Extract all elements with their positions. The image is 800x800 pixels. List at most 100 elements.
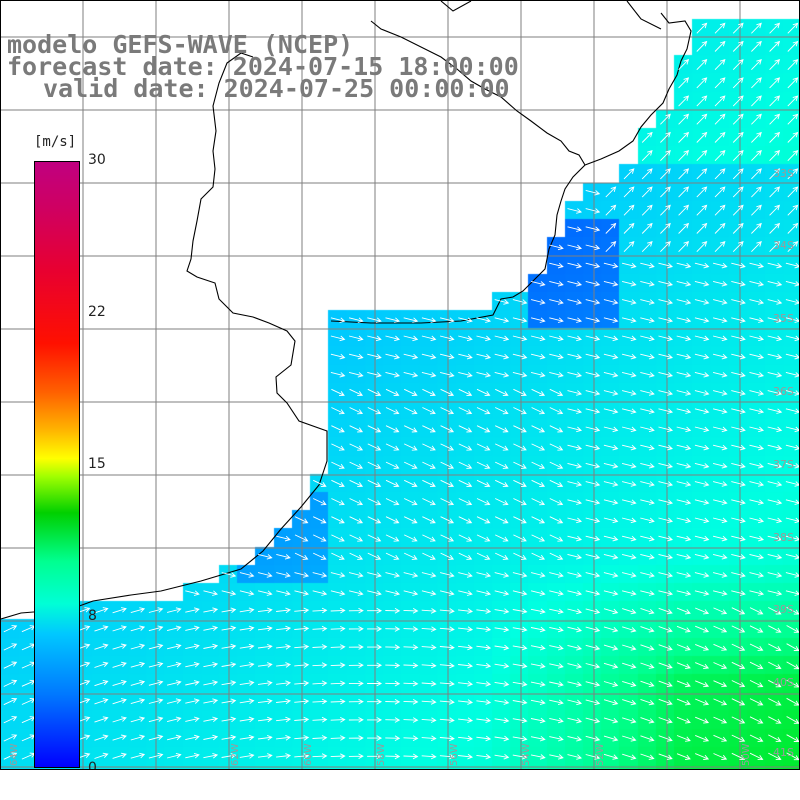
wind-arrow [549,479,564,488]
colorbar-tick-8: 8 [88,608,97,624]
wind-arrow [751,186,762,198]
wind-arrow [421,608,437,614]
wind-arrow [330,607,346,614]
wind-arrow [476,626,492,633]
wind-arrow [660,186,671,198]
wind-arrow [530,572,546,578]
wind-arrow [331,407,345,415]
wind-arrow [367,735,383,741]
wind-arrow [695,716,710,724]
wind-arrow [694,517,710,524]
wind-arrow [712,390,728,396]
wind-arrow [422,552,436,560]
wind-arrow [749,426,765,433]
wind-arrow [148,661,164,668]
wind-arrow [3,734,18,742]
wind-arrow [439,626,455,632]
wind-arrow [403,735,419,742]
wind-arrow [166,716,182,723]
wind-arrow [786,697,799,706]
wind-arrow [458,407,473,415]
wind-arrow [294,662,310,668]
wind-arrow [476,735,492,742]
wind-arrow [621,426,637,433]
wind-arrow [714,40,726,52]
wind-arrow [130,698,146,705]
wind-arrow [257,625,273,632]
wind-arrow [239,625,255,632]
wind-arrow [348,572,364,578]
wind-arrow [640,717,655,724]
wind-arrow [549,552,564,560]
wind-arrow [549,262,564,269]
wind-arrow [767,572,783,578]
wind-arrow [531,479,546,488]
wind-arrow [769,131,781,143]
wind-arrow [458,353,473,360]
wind-arrow [367,698,383,705]
colorbar-tick-22: 22 [88,304,106,320]
wind-arrow [714,59,726,71]
wind-arrow [712,444,728,451]
wind-arrow [404,388,418,397]
wind-speed-field [1,1,799,769]
wind-arrow [749,517,765,524]
wind-arrow [567,681,583,687]
wind-arrow [585,353,601,360]
wind-arrow [330,716,346,723]
wind-arrow [312,590,328,596]
wind-arrow [658,553,674,560]
wind-arrow [640,371,655,378]
wind-arrow [276,716,292,723]
wind-arrow [385,699,401,705]
wind-arrow [495,516,509,524]
wind-arrow [787,204,799,216]
wind-arrow [658,426,674,433]
wind-arrow [621,390,637,396]
wind-arrow [785,299,799,305]
wind-arrow [621,280,637,287]
wind-arrow [767,371,783,378]
wind-arrow [185,680,200,686]
wind-arrow [749,716,764,724]
wind-arrow [658,535,674,542]
wind-arrow [767,317,783,323]
wind-arrow [367,371,382,378]
wind-arrow [312,735,328,741]
wind-arrow [130,661,146,668]
wind-arrow [512,572,528,578]
wind-arrow [348,607,364,614]
wind-arrow [640,662,655,669]
wind-arrow [221,698,237,704]
wind-arrow [385,407,400,415]
wind-arrow [294,753,310,759]
wind-arrow [494,353,510,360]
wind-arrow [367,662,383,669]
wind-arrow [786,716,799,724]
wind-arrow [530,681,546,687]
wind-arrow [257,698,273,705]
wind-arrow [751,150,762,162]
wind-arrow [94,734,109,741]
wind-arrow [330,590,346,596]
wind-arrow [495,534,509,542]
wind-arrow [641,168,653,180]
wind-arrow [623,241,635,253]
wind-arrow [112,679,127,687]
wind-arrow [585,299,601,305]
wind-arrow [330,317,346,323]
wind-arrow [768,643,782,651]
wind-arrow [678,150,690,162]
wind-arrow [130,625,146,632]
wind-arrow [294,716,310,723]
wind-arrow [767,462,783,469]
wind-arrow [787,186,799,198]
wind-arrow [694,299,710,305]
wind-arrow [603,517,619,524]
wind-arrow [696,241,708,253]
wind-arrow [512,317,528,323]
wind-arrow [330,353,346,360]
wind-arrow [696,168,708,180]
wind-arrow [130,752,146,759]
wind-arrow [531,388,546,397]
